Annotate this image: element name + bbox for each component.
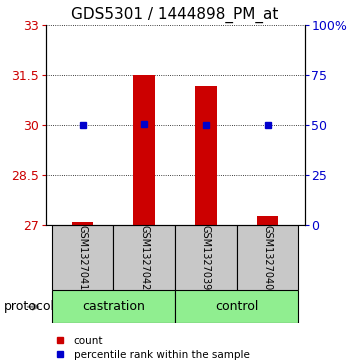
Bar (133, 75, 155, 225)
Text: protocol: protocol (4, 300, 55, 313)
Bar (175, 225, 237, 290)
Bar (72, 223, 93, 225)
Bar (52, 290, 175, 323)
Bar (113, 225, 175, 290)
Legend: count, percentile rank within the sample: count, percentile rank within the sample (51, 332, 254, 363)
Text: castration: castration (82, 300, 145, 313)
Bar (175, 290, 298, 323)
Bar (52, 225, 113, 290)
Text: GSM1327042: GSM1327042 (139, 225, 149, 290)
Text: GSM1327041: GSM1327041 (77, 225, 88, 290)
Title: GDS5301 / 1444898_PM_at: GDS5301 / 1444898_PM_at (71, 7, 279, 23)
Text: GSM1327039: GSM1327039 (201, 225, 211, 290)
Bar (237, 225, 298, 290)
Text: control: control (215, 300, 258, 313)
Text: GSM1327040: GSM1327040 (262, 225, 273, 290)
Bar (195, 86, 217, 225)
Bar (257, 216, 278, 225)
